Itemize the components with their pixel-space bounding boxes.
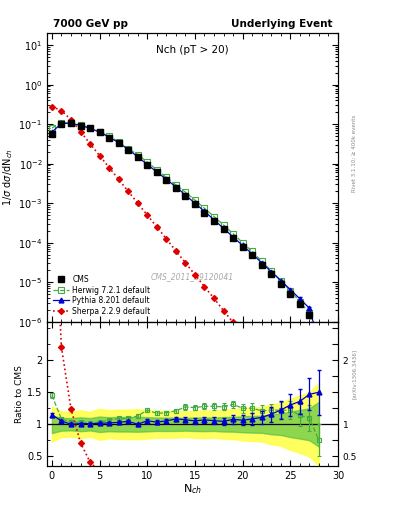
- Text: Underlying Event: Underlying Event: [231, 19, 332, 29]
- Legend: CMS, Herwig 7.2.1 default, Pythia 8.201 default, Sherpa 2.2.9 default: CMS, Herwig 7.2.1 default, Pythia 8.201 …: [51, 273, 152, 318]
- Y-axis label: Ratio to CMS: Ratio to CMS: [15, 365, 24, 423]
- Text: 7000 GeV pp: 7000 GeV pp: [53, 19, 128, 29]
- Text: Rivet 3.1.10; ≥ 400k events: Rivet 3.1.10; ≥ 400k events: [352, 115, 357, 192]
- Text: [arXiv:1306.3436]: [arXiv:1306.3436]: [352, 349, 357, 399]
- Text: Nch (pT > 20): Nch (pT > 20): [156, 45, 229, 55]
- Text: CMS_2011_S9120041: CMS_2011_S9120041: [151, 272, 234, 281]
- Y-axis label: 1/$\sigma$ d$\sigma$/dN$_{ch}$: 1/$\sigma$ d$\sigma$/dN$_{ch}$: [2, 148, 15, 206]
- X-axis label: N$_{ch}$: N$_{ch}$: [183, 482, 202, 496]
